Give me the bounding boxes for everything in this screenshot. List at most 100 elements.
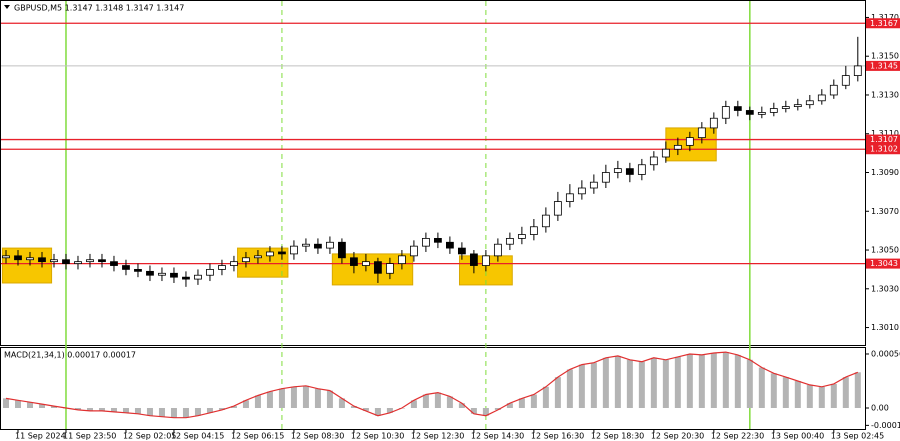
macd-bar <box>122 408 129 413</box>
candle-body <box>625 168 634 175</box>
macd-bar <box>2 398 9 409</box>
macd-bar <box>842 377 849 409</box>
candle-body <box>853 65 862 76</box>
candle-body <box>649 156 658 166</box>
candle-body <box>134 269 142 272</box>
macd-bar <box>242 400 249 409</box>
candle-body <box>805 100 814 106</box>
candle-body <box>122 265 130 270</box>
candle-body <box>254 255 262 259</box>
candle-body <box>541 214 550 228</box>
macd-bar <box>674 356 681 409</box>
x-tick-label: 13 Sep 00:40 <box>771 432 824 441</box>
candle-body <box>98 259 106 263</box>
candle-body <box>457 247 466 255</box>
candle-body <box>637 164 646 175</box>
price-level-label: 1.3043 <box>870 259 898 268</box>
candle-body <box>733 106 742 111</box>
macd-bar <box>830 383 837 409</box>
macd-bar <box>158 408 165 417</box>
price-level-tag <box>866 18 900 29</box>
price-level-tag <box>866 258 900 269</box>
macd-bar <box>302 385 309 409</box>
macd-bar <box>266 391 273 409</box>
macd-bar <box>470 408 477 414</box>
x-tick-label: 12 Sep 04:15 <box>171 432 224 441</box>
macd-bar <box>26 402 33 409</box>
macd-bar <box>182 408 189 418</box>
x-tick-label: 12 Sep 06:15 <box>231 432 284 441</box>
macd-bar <box>494 408 501 410</box>
macd-bar <box>422 394 429 409</box>
macd-bar <box>542 386 549 409</box>
macd-bar <box>50 406 57 409</box>
macd-bar <box>482 408 489 416</box>
candle-body <box>673 144 682 150</box>
x-tick-label: 12 Sep 22:30 <box>711 432 764 441</box>
candle-body <box>769 108 778 113</box>
macd-bar <box>434 392 441 409</box>
candle-body <box>2 255 10 259</box>
candle-body <box>350 257 358 266</box>
macd-bar <box>446 396 453 409</box>
macd-bar <box>638 361 645 409</box>
candle-body <box>829 84 838 96</box>
macd-bar <box>662 359 669 409</box>
candle-body <box>314 243 322 249</box>
macd-bar <box>254 395 261 409</box>
macd-bar <box>362 408 369 411</box>
price-level-tag <box>866 134 900 145</box>
candle-body <box>422 237 430 247</box>
price-level-label: 1.3107 <box>870 135 898 144</box>
x-tick-label: 11 Sep 23:50 <box>63 432 116 441</box>
macd-bar <box>698 354 705 409</box>
candle-body <box>841 75 850 86</box>
candle-body <box>469 253 478 266</box>
macd-bar <box>650 357 657 409</box>
candle-body <box>326 241 334 249</box>
candle-body <box>553 201 562 216</box>
macd-bar <box>290 386 297 409</box>
candle-body <box>230 261 238 266</box>
candle-body <box>493 243 502 257</box>
macd-bar <box>578 364 585 409</box>
candle-body <box>685 137 694 146</box>
x-tick-label: 11 Sep 2024 <box>15 432 66 441</box>
candle-body <box>302 243 310 247</box>
price-level-tag <box>866 60 900 71</box>
macd-bar <box>38 404 45 409</box>
x-tick-label: 12 Sep 12:30 <box>411 432 464 441</box>
candle-body <box>62 259 70 264</box>
macd-tick-label: 0.00 <box>871 404 889 413</box>
y-tick-label: 1.3130 <box>871 90 899 99</box>
candle-body <box>661 148 670 158</box>
macd-bar <box>98 408 105 411</box>
candle-body <box>601 172 610 183</box>
candle-body <box>158 272 166 276</box>
candle-body <box>218 265 226 270</box>
macd-bar <box>758 367 765 409</box>
candle-body <box>50 259 58 263</box>
candle-body <box>410 245 418 257</box>
x-tick-label: 12 Sep 14:30 <box>471 432 524 441</box>
highlight-box <box>1 247 53 284</box>
candle-body <box>817 94 826 102</box>
macd-bar <box>734 354 741 409</box>
macd-bar <box>710 353 717 409</box>
candle-body <box>86 259 94 263</box>
candle-body <box>781 106 790 109</box>
candle-body <box>517 234 526 239</box>
macd-bar <box>386 408 393 413</box>
candle-body <box>338 241 346 259</box>
candle-body <box>26 257 34 261</box>
candle-body <box>182 276 190 280</box>
candle-body <box>170 272 178 278</box>
macd-bar <box>194 408 201 416</box>
candle-body <box>565 193 574 202</box>
macd-bar <box>110 408 117 412</box>
candle-body <box>386 263 394 274</box>
candle-body <box>206 269 214 276</box>
candle-body <box>290 245 298 255</box>
macd-bar <box>410 400 417 409</box>
